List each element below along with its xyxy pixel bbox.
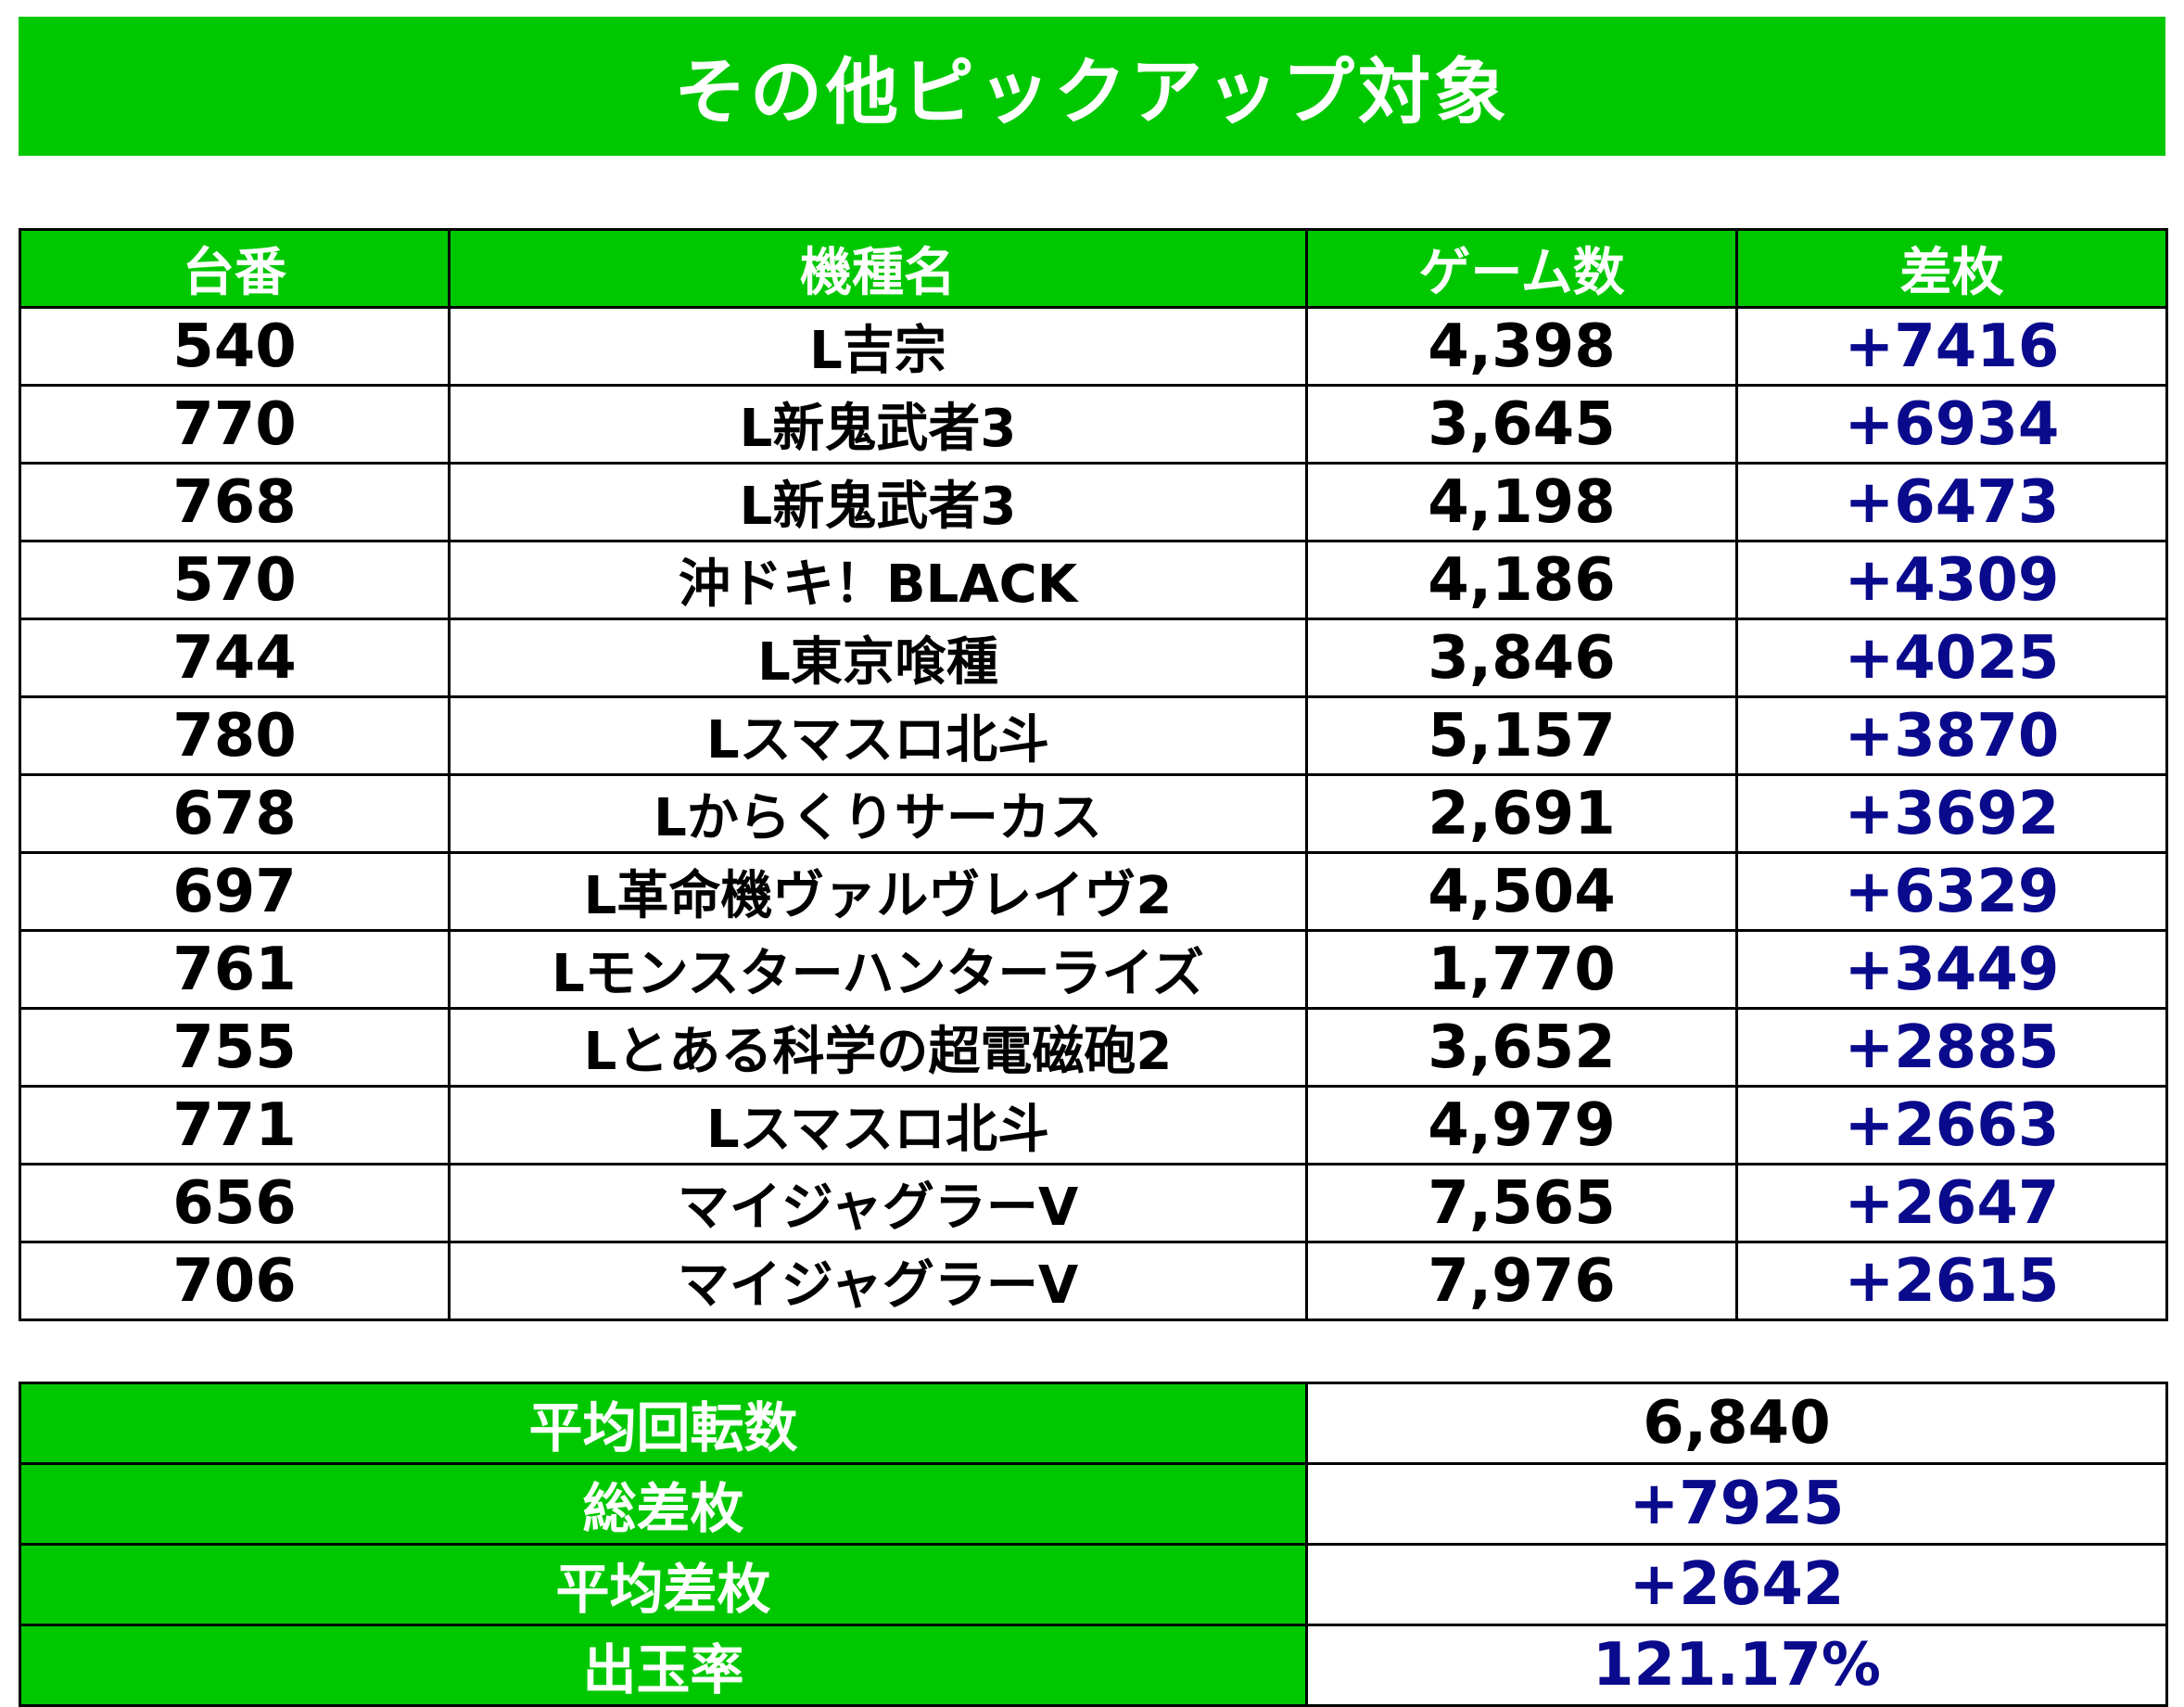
game-count-cell: 4,979 [1305,1085,1738,1166]
diff-cell: +2663 [1735,1085,2168,1166]
unit-cell: 744 [19,618,451,698]
pickup-table: 台番 機種名 ゲーム数 差枚 540 L吉宗 4,398 +7416 770 L新鬼武者3… [19,228,2168,1321]
table-row: 780 Lスマスロ北斗 5,157 +3870 [19,695,2168,776]
page-title: その他ピックアップ対象 [19,17,2165,156]
diff-cell: +6329 [1735,851,2168,932]
unit-cell: 678 [19,773,451,854]
diff-cell: +3692 [1735,773,2168,854]
unit-cell: 771 [19,1085,451,1166]
machine-name-cell: マイジャグラーV [448,1241,1308,1321]
summary-value: 6,840 [1305,1382,2168,1465]
diff-cell: +2885 [1735,1007,2168,1088]
diff-cell: +3449 [1735,929,2168,1010]
summary-value: +2642 [1305,1543,2168,1626]
summary-label: 平均差枚 [19,1543,1308,1626]
game-count-cell: 7,565 [1305,1163,1738,1243]
table-row: 656 マイジャグラーV 7,565 +2647 [19,1163,2168,1243]
unit-cell: 656 [19,1163,451,1243]
diff-cell: +2615 [1735,1241,2168,1321]
game-count-cell: 4,198 [1305,462,1738,542]
machine-name-cell: Lモンスターハンターライズ [448,929,1308,1010]
unit-cell: 755 [19,1007,451,1088]
machine-name-cell: Lとある科学の超電磁砲2 [448,1007,1308,1088]
table-row: 744 L東京喰種 3,846 +4025 [19,618,2168,698]
header-games: ゲーム数 [1305,228,1738,309]
diff-cell: +4025 [1735,618,2168,698]
game-count-cell: 3,652 [1305,1007,1738,1088]
table-row: 771 Lスマスロ北斗 4,979 +2663 [19,1085,2168,1166]
game-count-cell: 4,398 [1305,306,1738,387]
table-row: 706 マイジャグラーV 7,976 +2615 [19,1241,2168,1321]
header-diff: 差枚 [1735,228,2168,309]
diff-cell: +6473 [1735,462,2168,542]
unit-cell: 540 [19,306,451,387]
table-row: 570 沖ドキ！BLACK 4,186 +4309 [19,540,2168,620]
machine-name-cell: L新鬼武者3 [448,462,1308,542]
machine-name-cell: L新鬼武者3 [448,384,1308,465]
table-body: 540 L吉宗 4,398 +7416 770 L新鬼武者3 3,645 +6934 768 L新… [19,306,2168,1321]
game-count-cell: 7,976 [1305,1241,1738,1321]
table-row: 761 Lモンスターハンターライズ 1,770 +3449 [19,929,2168,1010]
machine-name-cell: Lスマスロ北斗 [448,1085,1308,1166]
summary-label: 出玉率 [19,1624,1308,1707]
unit-cell: 761 [19,929,451,1010]
machine-name-cell: マイジャグラーV [448,1163,1308,1243]
table-row: 768 L新鬼武者3 4,198 +6473 [19,462,2168,542]
machine-name-cell: L東京喰種 [448,618,1308,698]
unit-cell: 780 [19,695,451,776]
summary-label: 平均回転数 [19,1382,1308,1465]
summary-row-total-diff: 総差枚 +7925 [19,1462,2168,1546]
machine-name-cell: L革命機ヴァルヴレイヴ2 [448,851,1308,932]
game-count-cell: 1,770 [1305,929,1738,1010]
header-unit: 台番 [19,228,451,309]
summary-row-avg-diff: 平均差枚 +2642 [19,1543,2168,1626]
table-row: 540 L吉宗 4,398 +7416 [19,306,2168,387]
diff-cell: +3870 [1735,695,2168,776]
unit-cell: 770 [19,384,451,465]
unit-cell: 570 [19,540,451,620]
header-machine: 機種名 [448,228,1308,309]
table-row: 678 Lからくりサーカス 2,691 +3692 [19,773,2168,854]
machine-name-cell: L吉宗 [448,306,1308,387]
diff-cell: +2647 [1735,1163,2168,1243]
table-row: 697 L革命機ヴァルヴレイヴ2 4,504 +6329 [19,851,2168,932]
unit-cell: 706 [19,1241,451,1321]
summary-value: +7925 [1305,1462,2168,1546]
summary-row-payout-rate: 出玉率 121.17% [19,1624,2168,1707]
diff-cell: +6934 [1735,384,2168,465]
game-count-cell: 3,645 [1305,384,1738,465]
machine-name-cell: Lスマスロ北斗 [448,695,1308,776]
game-count-cell: 5,157 [1305,695,1738,776]
game-count-cell: 2,691 [1305,773,1738,854]
summary-row-avg-spins: 平均回転数 6,840 [19,1382,2168,1465]
unit-cell: 768 [19,462,451,542]
diff-cell: +4309 [1735,540,2168,620]
machine-name-cell: Lからくりサーカス [448,773,1308,854]
table-row: 755 Lとある科学の超電磁砲2 3,652 +2885 [19,1007,2168,1088]
summary-table: 平均回転数 6,840 総差枚 +7925 平均差枚 +2642 出玉率 121… [19,1382,2168,1707]
machine-name-cell: 沖ドキ！BLACK [448,540,1308,620]
game-count-cell: 4,504 [1305,851,1738,932]
table-header-row: 台番 機種名 ゲーム数 差枚 [19,228,2168,309]
game-count-cell: 3,846 [1305,618,1738,698]
summary-value: 121.17% [1305,1624,2168,1707]
table-row: 770 L新鬼武者3 3,645 +6934 [19,384,2168,465]
summary-label: 総差枚 [19,1462,1308,1546]
unit-cell: 697 [19,851,451,932]
game-count-cell: 4,186 [1305,540,1738,620]
diff-cell: +7416 [1735,306,2168,387]
